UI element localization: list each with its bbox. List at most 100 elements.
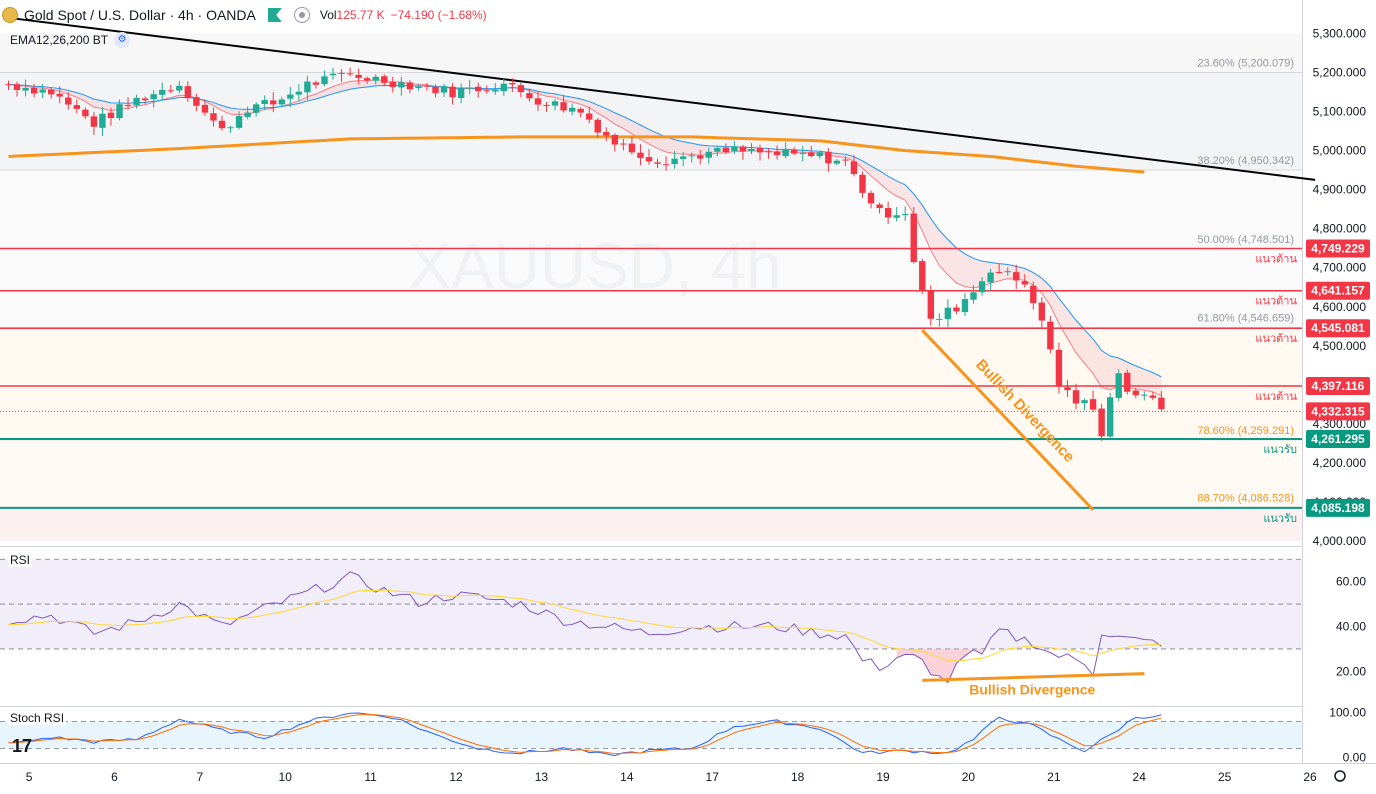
candle[interactable] [1124,369,1131,395]
candle[interactable] [534,91,542,112]
candle[interactable] [773,145,781,160]
candle[interactable] [551,99,559,111]
candle[interactable] [363,76,371,84]
candle[interactable] [560,95,567,113]
candle[interactable] [731,141,738,155]
candle[interactable] [577,107,584,118]
candle[interactable] [978,277,986,296]
candle[interactable] [346,67,354,77]
candle[interactable] [73,99,81,114]
candle[interactable] [39,83,46,99]
candle[interactable] [338,69,345,82]
candle[interactable] [756,144,764,161]
candle[interactable] [765,148,772,159]
candle[interactable] [159,82,166,101]
candle[interactable] [1149,391,1157,401]
candle[interactable] [526,88,533,102]
candle[interactable] [252,102,260,117]
candle[interactable] [722,143,730,155]
candle[interactable] [475,82,482,98]
candle[interactable] [748,143,755,155]
candle[interactable] [671,151,678,169]
candle[interactable] [782,142,789,159]
candle[interactable] [953,304,960,315]
candle[interactable] [389,76,396,93]
candle[interactable] [381,74,388,87]
candle[interactable] [99,106,106,136]
candle[interactable] [22,79,29,97]
candle[interactable] [628,136,636,155]
candle[interactable] [876,202,883,214]
candle[interactable] [1004,267,1011,276]
candle[interactable] [176,81,183,94]
candle[interactable] [483,85,490,94]
rsi-pane-label[interactable]: RSI [8,553,33,567]
ema-indicator-label[interactable]: EMA12,26,200 BT [10,33,109,47]
candle[interactable] [167,84,174,94]
candle[interactable] [1141,391,1148,401]
candle[interactable] [714,145,721,157]
candle[interactable] [201,99,209,116]
candle[interactable] [457,83,465,104]
candle[interactable] [218,115,226,131]
candle[interactable] [321,70,328,87]
candle[interactable] [48,87,55,99]
candle[interactable] [705,147,712,164]
candle[interactable] [944,299,952,327]
candle[interactable] [440,83,448,97]
candle[interactable] [645,148,653,165]
indicator-settings-icon[interactable]: ⚙ [114,32,131,48]
stoch-rsi-pane-label[interactable]: Stoch RSI [8,711,67,725]
candle[interactable] [184,81,192,102]
candle[interactable] [329,67,337,80]
candle[interactable] [1013,264,1020,289]
candle[interactable] [1081,398,1088,411]
candle[interactable] [466,79,473,95]
candle[interactable] [1098,403,1105,441]
candle[interactable] [936,313,943,327]
candle[interactable] [270,92,277,113]
candle[interactable] [210,107,217,127]
candle[interactable] [295,84,303,102]
candle[interactable] [961,292,969,316]
candle[interactable] [492,83,499,95]
candle[interactable] [739,144,747,160]
candle[interactable] [1158,391,1165,412]
candle[interactable] [816,150,823,160]
candle[interactable] [13,81,21,97]
candle[interactable] [995,263,1003,274]
candle[interactable] [415,84,422,91]
candle[interactable] [355,68,362,85]
candle[interactable] [688,152,695,163]
gold-symbol-icon[interactable] [2,7,18,23]
candle[interactable] [620,138,627,151]
symbol-title[interactable]: Gold Spot / U.S. Dollar · 4h · OANDA [24,7,256,23]
candle[interactable] [133,94,140,109]
candle[interactable] [56,86,63,104]
candle[interactable] [679,152,687,167]
candle[interactable] [833,159,841,166]
candle[interactable] [1106,393,1114,440]
candle[interactable] [893,206,900,222]
candle[interactable] [1030,281,1037,310]
candle[interactable] [1132,388,1139,398]
candle[interactable] [90,112,98,135]
candle[interactable] [244,106,251,120]
candle[interactable] [227,125,234,133]
candle[interactable] [884,201,892,224]
candle[interactable] [850,155,858,177]
candle[interactable] [825,148,832,172]
candle[interactable] [500,77,508,96]
candle[interactable] [150,90,157,108]
candle[interactable] [517,82,525,98]
candle[interactable] [808,146,815,158]
candle[interactable] [970,285,977,304]
candle[interactable] [278,96,285,106]
candle[interactable] [372,74,379,85]
axis-settings-icon[interactable] [1334,770,1346,782]
candle[interactable] [107,107,115,126]
candle[interactable] [662,156,670,171]
candle[interactable] [568,103,576,116]
candle[interactable] [697,149,704,165]
